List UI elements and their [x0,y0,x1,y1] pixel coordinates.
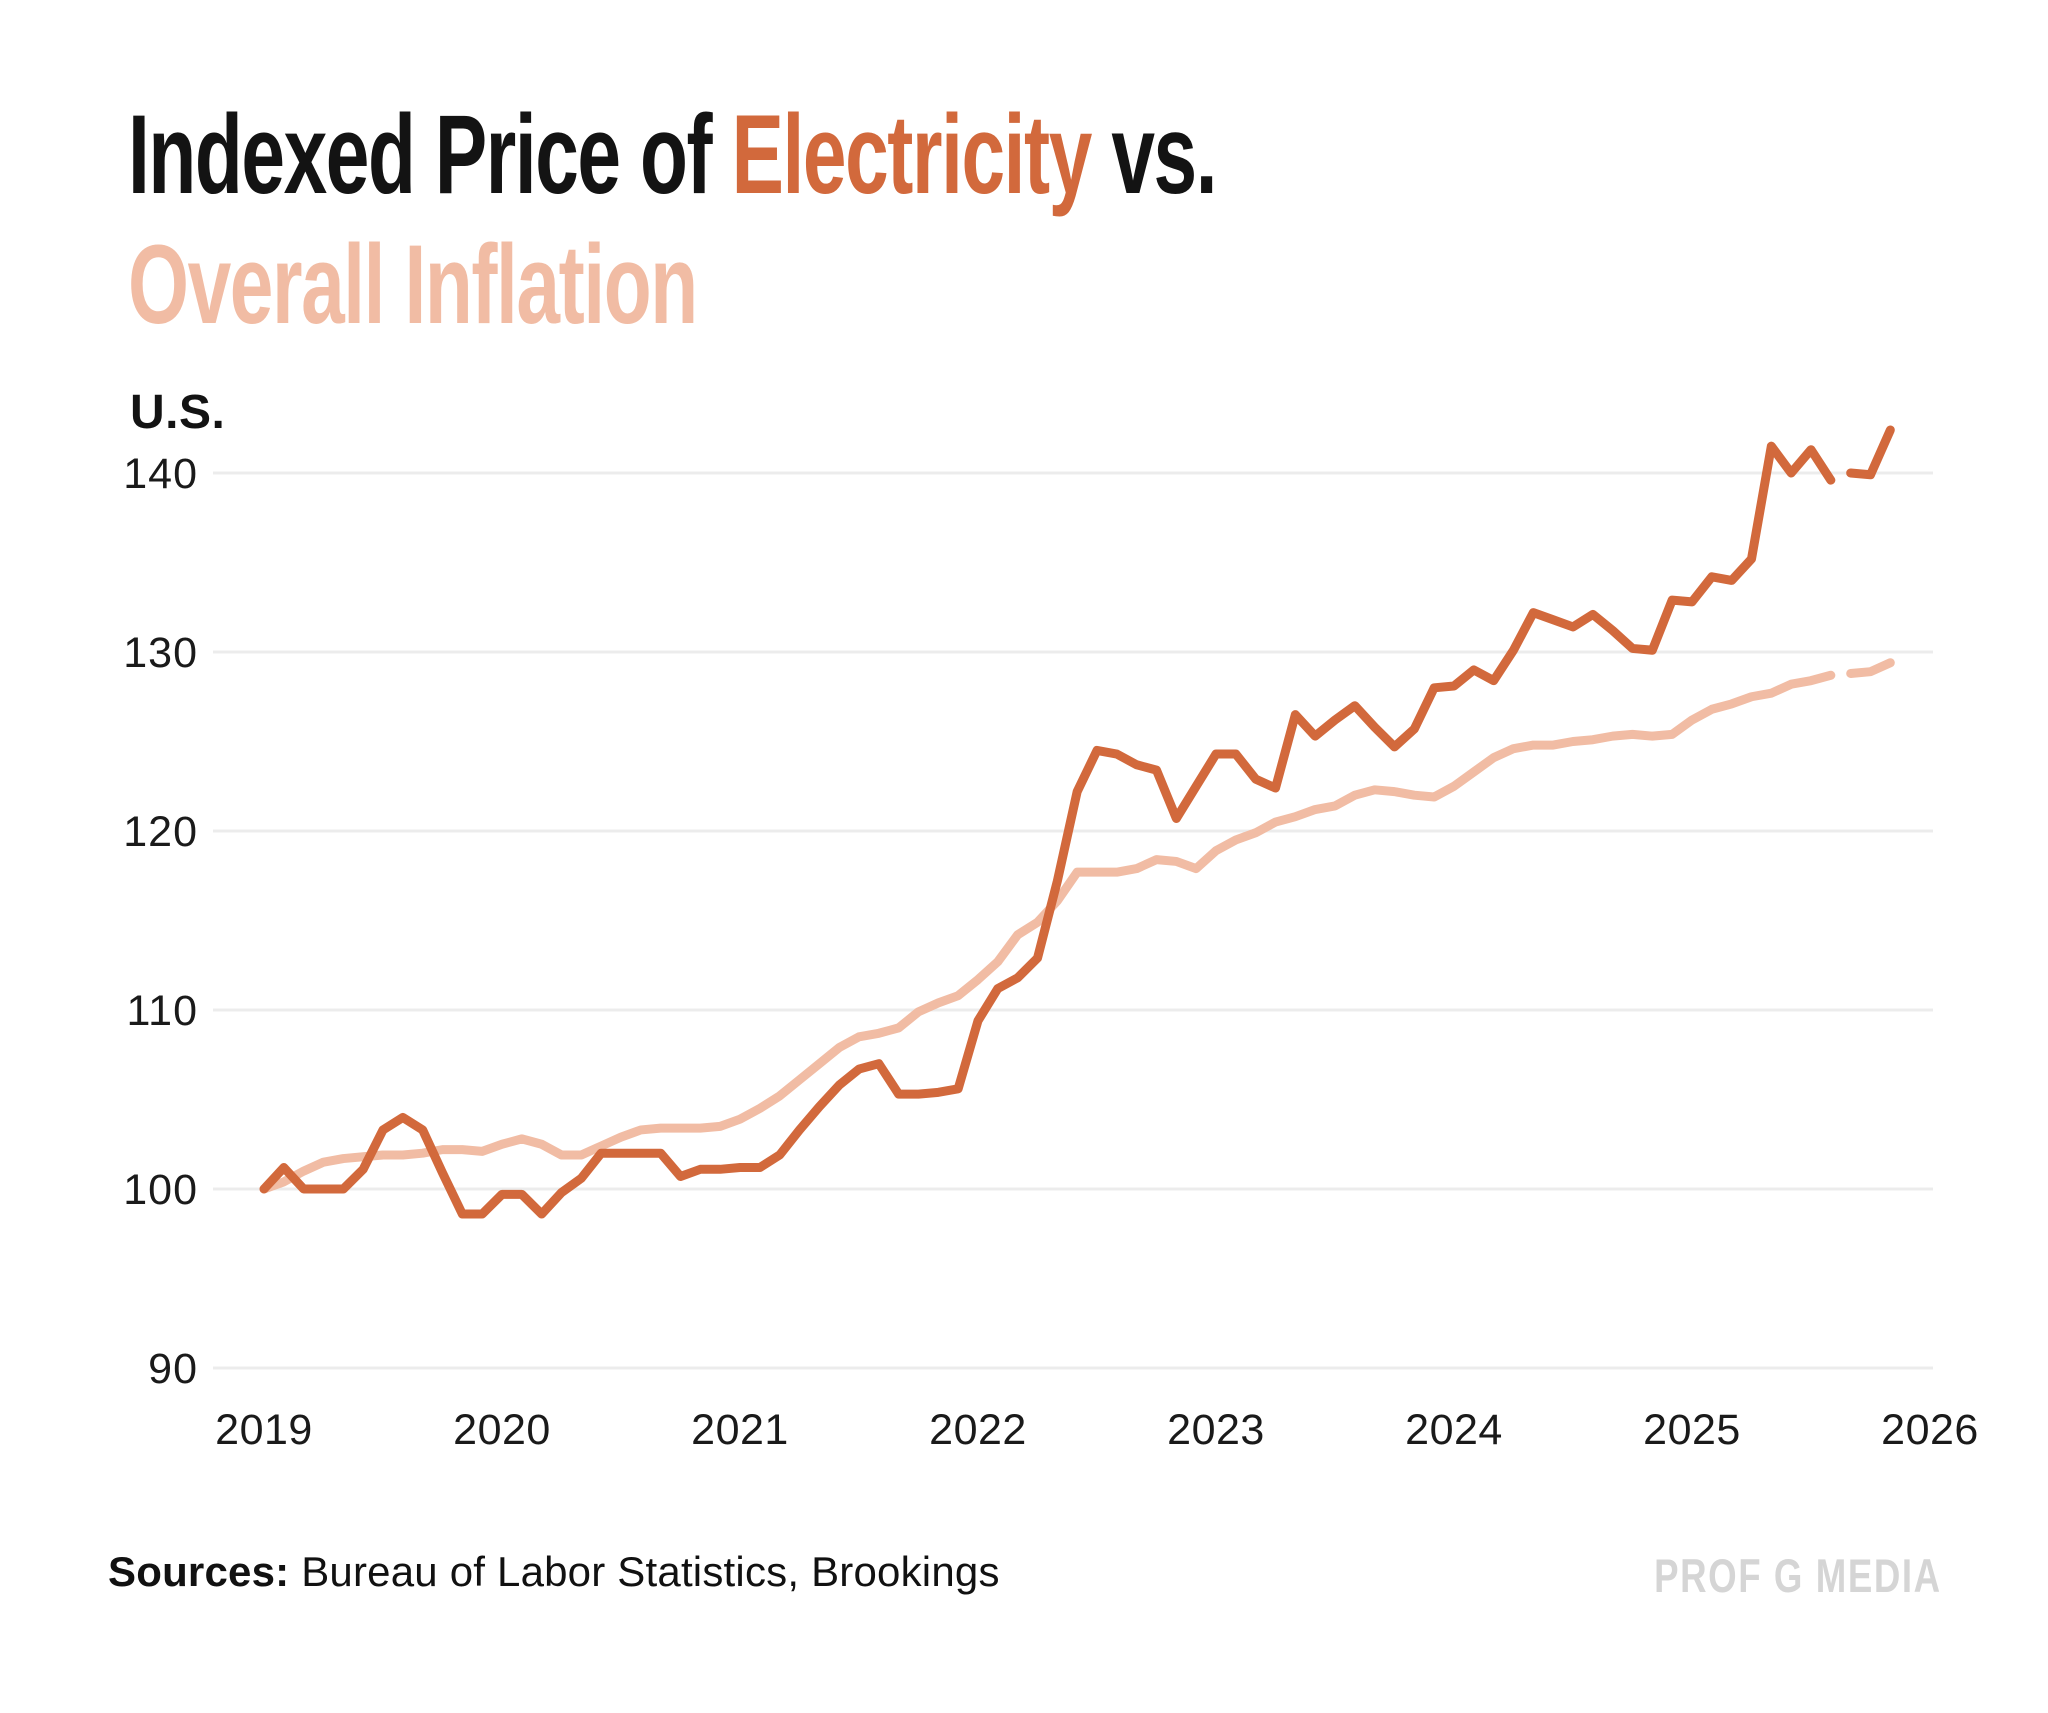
source-label: Sources: [108,1548,290,1595]
x-tick-label: 2022 [929,1406,1027,1454]
x-tick-label: 2024 [1405,1406,1503,1454]
source-text: Bureau of Labor Statistics, Brookings [289,1548,1000,1595]
source-note: Sources: Bureau of Labor Statistics, Bro… [108,1548,1000,1596]
title-line-1: Indexed Price of Electricity vs. [128,90,1218,220]
watermark: PROF G MEDIA [1654,1549,1942,1602]
page-title: Indexed Price of Electricity vs. Overall… [128,90,1218,350]
series-electricity [259,441,1836,1219]
title-electricity-highlight: Electricity [731,92,1093,217]
title-suffix: vs. [1090,92,1217,217]
series-electricity-latest-segment [1846,425,1895,480]
x-tick-label: 2025 [1643,1406,1741,1454]
y-tick-label: 140 [123,450,198,498]
data-series [259,425,1895,1219]
region-label: U.S. [130,386,226,439]
gridlines [213,471,1933,1370]
y-tick-label: 110 [126,987,198,1035]
title-prefix: Indexed Price of [128,92,732,217]
x-tick-label: 2021 [691,1406,789,1454]
y-tick-label: 100 [123,1166,198,1214]
x-tick-label: 2023 [1167,1406,1265,1454]
x-tick-label: 2020 [453,1406,551,1454]
y-axis-labels: 90 100 110 120 130 140 [123,450,198,1393]
x-tick-label: 2026 [1881,1406,1979,1454]
series-overall-inflation-latest-segment [1846,658,1895,678]
x-axis-labels: 2019 2020 2021 2022 2023 2024 2025 2026 [215,1406,1979,1454]
x-tick-label: 2019 [215,1406,313,1454]
y-tick-label: 120 [123,808,198,856]
title-line-2: Overall Inflation [128,222,698,347]
y-tick-label: 90 [148,1345,198,1393]
y-tick-label: 130 [123,629,198,677]
